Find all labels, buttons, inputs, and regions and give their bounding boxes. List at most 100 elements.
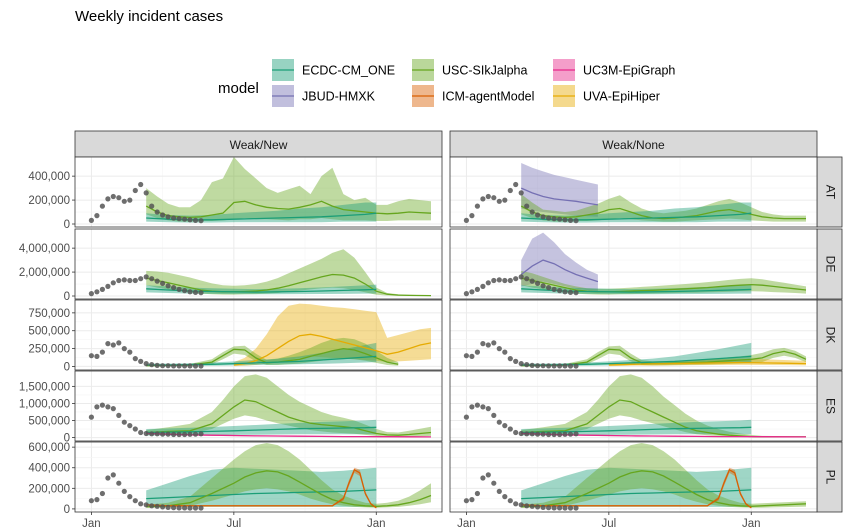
legend-entry: UVA-EpiHiper [553, 85, 660, 107]
observed-point [540, 214, 546, 220]
strip-label: DK [823, 327, 837, 344]
legend-entry: ICM-agentModel [412, 85, 534, 107]
panel-background [75, 229, 442, 299]
observed-point [491, 277, 497, 284]
observed-point [99, 490, 105, 497]
observed-point [154, 431, 160, 437]
observed-point [176, 216, 182, 222]
observed-point [149, 276, 155, 282]
x-tick-label: Jan [457, 518, 476, 530]
observed-point [518, 502, 524, 508]
y-tick-label: 200,000 [28, 195, 70, 207]
observed-point [143, 361, 149, 367]
panel-border [74, 441, 443, 513]
line-usc-sikjalpha [521, 277, 807, 293]
observed-point [474, 349, 480, 355]
observed-point [182, 505, 188, 511]
observed-point [529, 431, 535, 437]
observed-point [529, 362, 535, 368]
observed-point [474, 402, 480, 408]
observed-point [513, 358, 519, 364]
observed-point [143, 274, 149, 280]
strip-bg [816, 156, 843, 228]
observed-point [469, 353, 475, 359]
observed-point [160, 280, 166, 286]
panel-data [88, 157, 432, 224]
y-tick-label: 400,000 [28, 171, 70, 183]
observed-point [513, 276, 519, 282]
observed-point [573, 505, 579, 511]
observed-point [485, 342, 491, 348]
panel-data [88, 249, 432, 297]
observed-point [187, 217, 193, 223]
observed-point [567, 431, 574, 437]
facet-panel: Jan Jul Jan [449, 441, 818, 530]
gridlines [75, 229, 442, 299]
facet-panel [449, 299, 818, 371]
observed-point [546, 285, 552, 291]
ribbon-usc-sikjalpha [521, 374, 806, 438]
observed-point [502, 197, 508, 203]
observed-point [105, 404, 111, 410]
observed-point [513, 429, 519, 436]
y-tick-label: 4,000,000 [19, 243, 70, 255]
observed-point [469, 289, 475, 295]
observed-point [502, 423, 508, 429]
facet-panel: 0 500,000 1,000,000 1,500,000 [19, 370, 443, 445]
observed-point [192, 431, 199, 437]
line-jbud-hmxk [520, 259, 599, 283]
observed-point [540, 504, 546, 510]
observed-point [546, 505, 552, 511]
ribbon-jbud-hmxk [521, 163, 598, 217]
observed-point [557, 288, 563, 294]
panel-border [74, 156, 443, 228]
legend-label: JBUD-HMXK [302, 90, 376, 104]
observed-point [474, 203, 480, 209]
observed-point [143, 502, 149, 508]
observed-point [165, 504, 171, 510]
observed-point [176, 286, 182, 292]
panel-data [463, 443, 807, 511]
observed-point [551, 363, 557, 369]
panel-border [449, 299, 818, 371]
observed-point [573, 431, 579, 437]
observed-point [546, 431, 552, 438]
observed-point [132, 187, 138, 194]
y-tick-label: 200,000 [28, 483, 70, 495]
facet-panel: 0 200,000 400,000 [28, 156, 443, 231]
observed-point [524, 276, 530, 282]
observed-point [171, 215, 177, 221]
observed-point [88, 498, 94, 504]
observed-point [182, 363, 188, 369]
observed-point [513, 181, 519, 188]
observed-point [94, 213, 100, 219]
y-tick-label: 500,000 [28, 416, 70, 428]
observed-point [94, 404, 100, 410]
y-tick-label: 0 [64, 291, 70, 303]
legend-label: ECDC-CM_ONE [302, 64, 395, 78]
panel-data [463, 232, 807, 297]
observed-point [562, 505, 568, 511]
observed-point [469, 213, 475, 219]
observed-point [154, 209, 160, 215]
observed-point [154, 503, 160, 509]
observed-point [192, 217, 199, 223]
line-usc-sikjalpha [146, 347, 399, 367]
observed-point [116, 277, 122, 284]
observed-point [99, 402, 105, 408]
facet-panel [449, 228, 818, 300]
observed-point [127, 423, 133, 429]
observed-point [138, 358, 144, 364]
ribbon-jbud-hmxk [521, 232, 598, 292]
observed-point [502, 494, 508, 500]
observed-point [485, 472, 491, 478]
observed-point [99, 286, 105, 292]
observed-point [121, 346, 127, 352]
strip-label: AT [823, 185, 837, 200]
observed-point [132, 498, 138, 504]
facet-strip-top: Weak/New [74, 130, 443, 158]
observed-point [469, 497, 475, 503]
facet-panel: 0 250,000 500,000 750,000 [28, 299, 443, 373]
observed-point [546, 363, 552, 369]
observed-point [110, 280, 116, 286]
